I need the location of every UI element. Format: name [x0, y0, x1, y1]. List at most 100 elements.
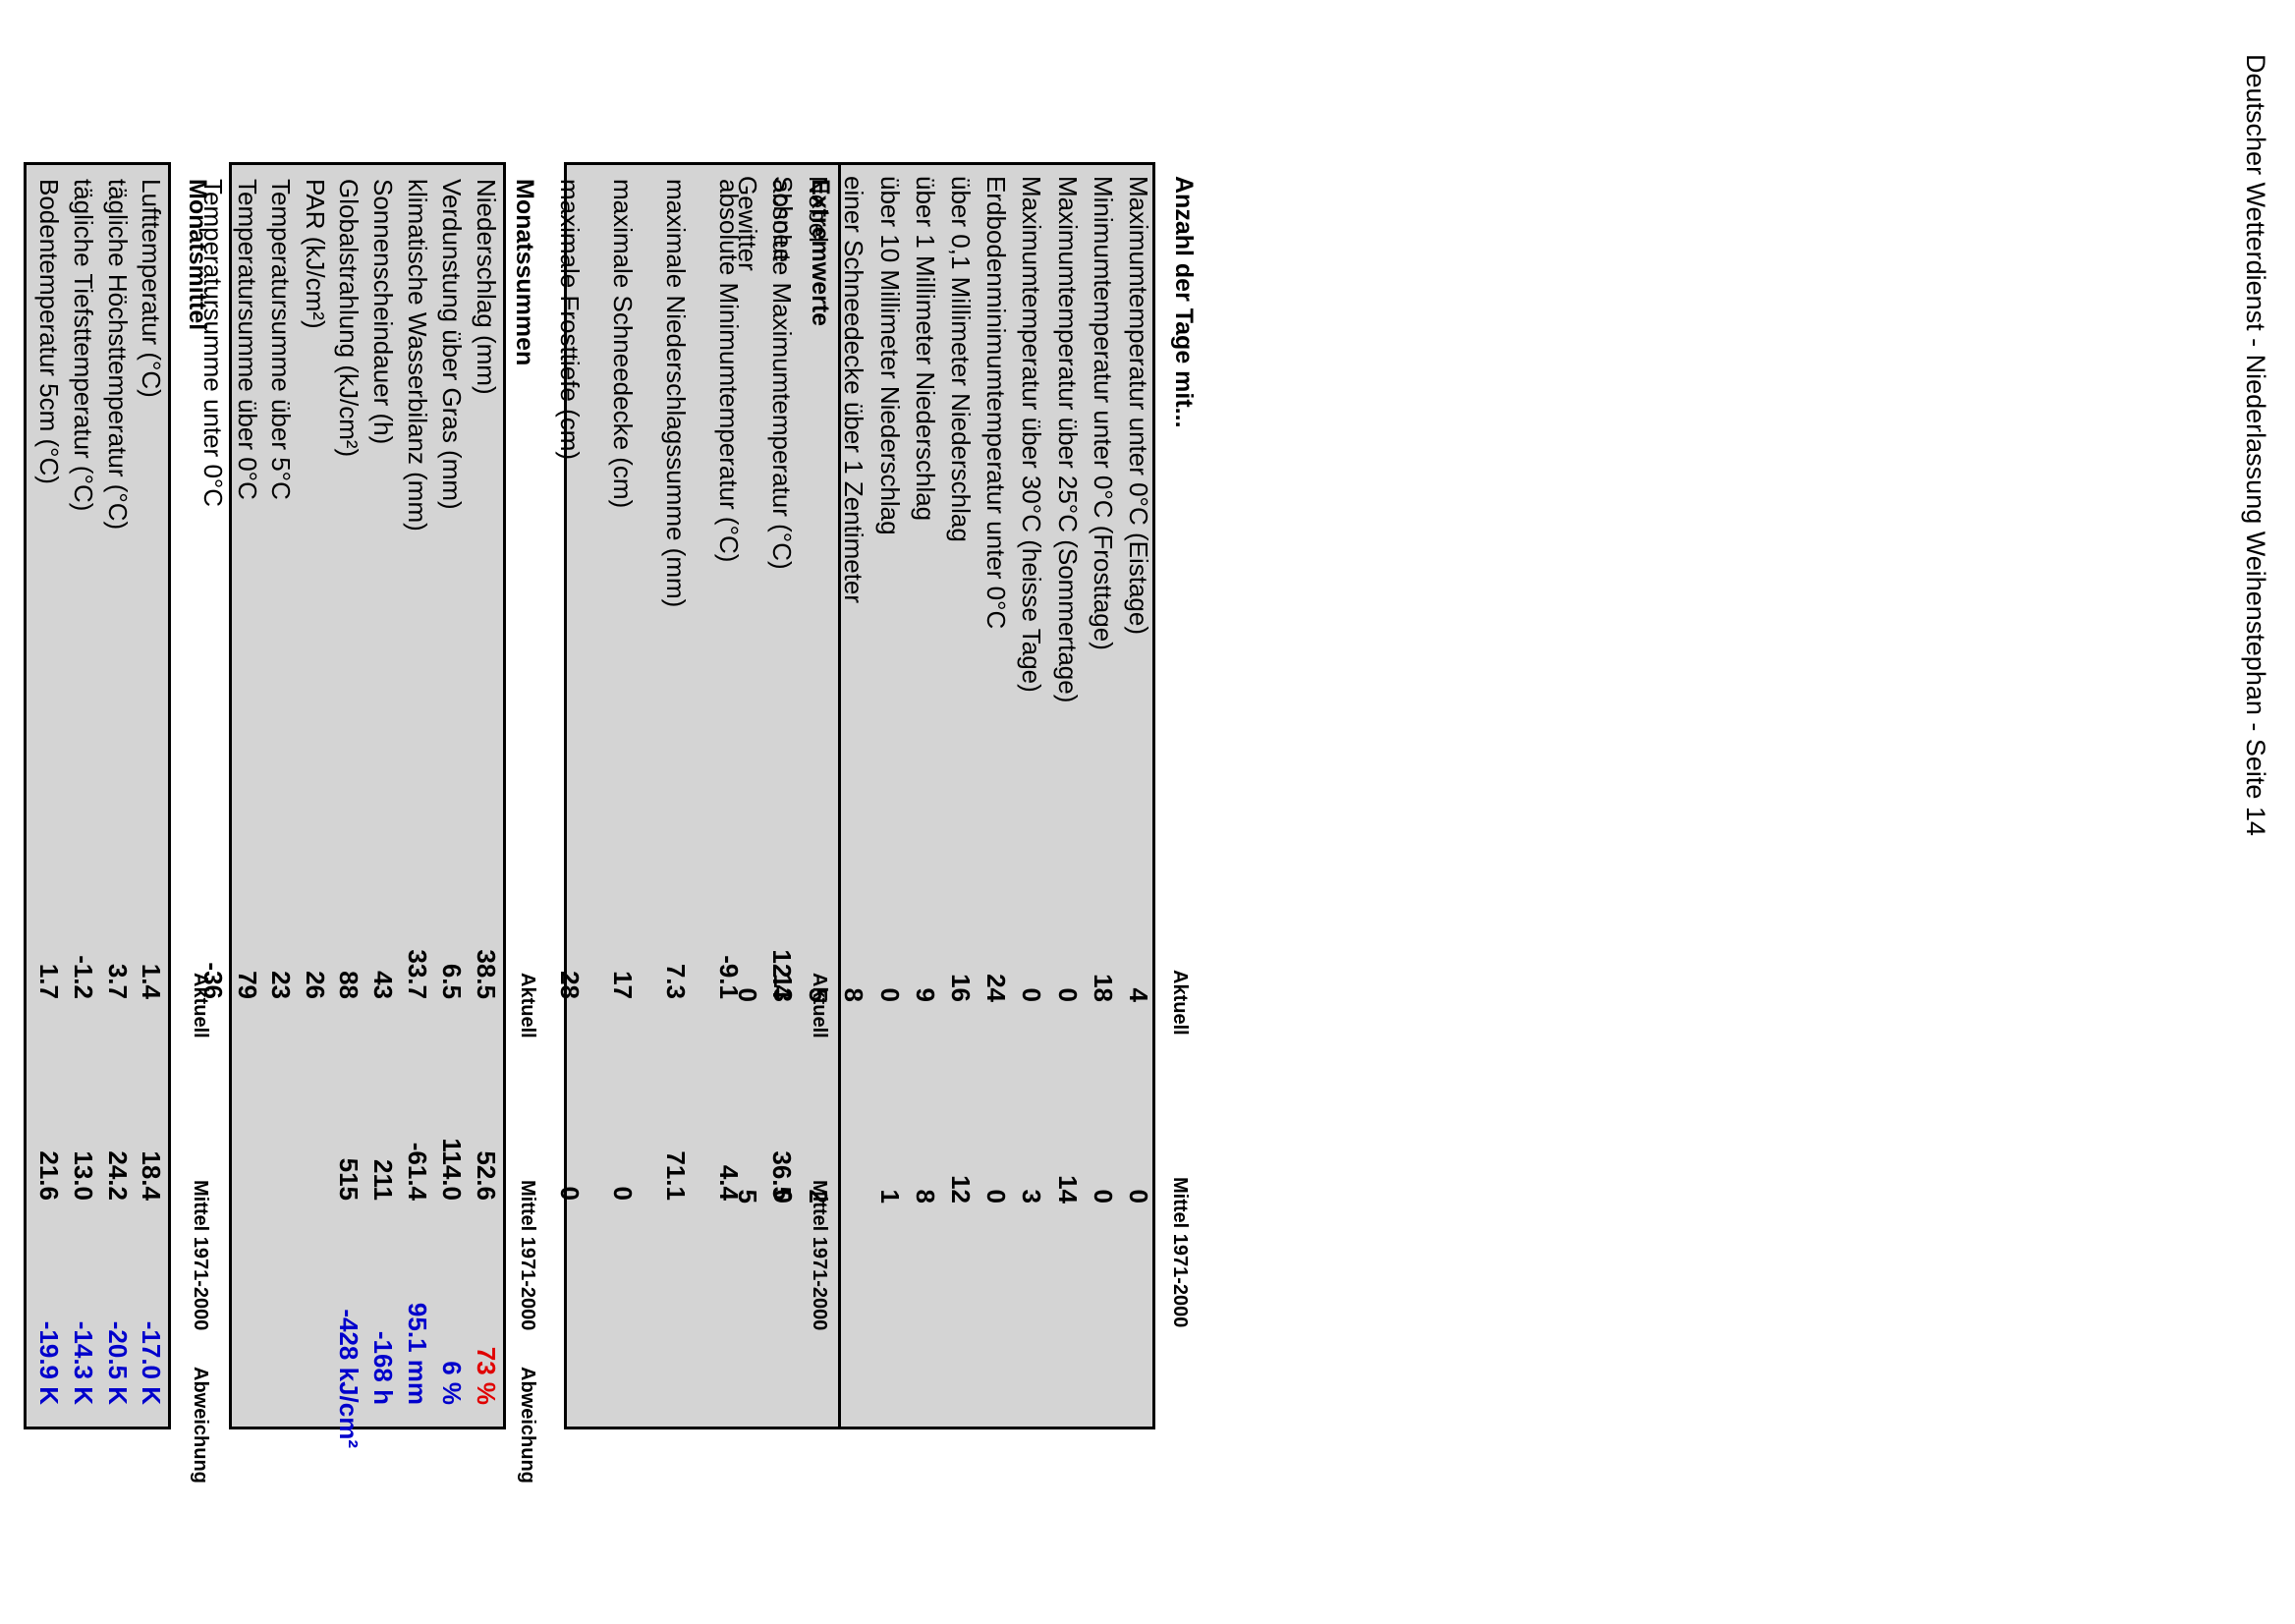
- value-aktuell: 0: [1017, 987, 1047, 1002]
- value-mittel: 0: [768, 1189, 798, 1204]
- value-mittel: 1: [874, 1189, 905, 1204]
- value-mittel: 18.4: [137, 1150, 166, 1201]
- row-label: Maximumtemperatur unter 0°C (Eistage): [1124, 176, 1153, 635]
- row-label: über 0,1 Millimeter Niederschlag: [946, 176, 976, 542]
- row-label: maximale Schneedecke (cm): [608, 179, 638, 509]
- row-label: tägliche Höchsttemperatur (°C): [103, 179, 133, 531]
- value-abweichung: -14.3 K: [69, 1320, 98, 1405]
- tage-col-aktuell: Aktuell: [1169, 970, 1191, 1036]
- value-abweichung: 95.1 mm: [403, 1302, 432, 1405]
- monatssummen-title: Monatssummen: [511, 179, 538, 366]
- value-mittel: -61.4: [403, 1142, 432, 1201]
- value-aktuell: 33.7: [403, 949, 432, 999]
- row-label: klimatische Wasserbilanz (mm): [403, 179, 432, 532]
- row-label: Minimumtemperatur unter 0°C (Frosttage): [1088, 176, 1118, 650]
- row-label: maximale Niederschlagssumme (mm): [661, 179, 691, 608]
- value-mittel: 8: [910, 1189, 940, 1204]
- value-abweichung: 73 %: [472, 1346, 501, 1405]
- row-label: Temperatursumme über 0°C: [233, 179, 262, 500]
- value-aktuell: 26: [301, 971, 330, 999]
- value-aktuell: 0: [1052, 987, 1083, 1002]
- value-aktuell: 18: [1088, 974, 1118, 1002]
- value-aktuell: 13: [768, 974, 798, 1002]
- value-aktuell: 43: [368, 971, 398, 999]
- row-label: Niederschlag (mm): [472, 179, 501, 395]
- row-label: Verdunstung über Gras (mm): [437, 179, 467, 510]
- value-abweichung: -20.5 K: [103, 1320, 133, 1405]
- value-abweichung: -17.0 K: [137, 1320, 166, 1405]
- value-aktuell: 6.5: [437, 963, 467, 999]
- table-row: maximale Frosttiefe (cm) 28 0: [535, 165, 585, 1427]
- row-label: Gewitter: [732, 176, 762, 271]
- table-row: Gewitter 0 5: [713, 162, 762, 1429]
- value-mittel: 14: [1052, 1175, 1083, 1204]
- value-abweichung: 6 %: [437, 1361, 467, 1405]
- row-label: Lufttemperatur (°C): [137, 179, 166, 398]
- row-label: maximale Frosttiefe (cm): [555, 179, 585, 461]
- row-label: Erdbodenminimumtemperatur unter 0°C: [981, 176, 1012, 630]
- value-aktuell: 79: [233, 971, 262, 999]
- value-aktuell: 9: [910, 987, 940, 1002]
- value-mittel: 114.0: [437, 1138, 467, 1201]
- value-aktuell: 1.4: [137, 963, 166, 999]
- value-abweichung: -428 kJ/cm²: [334, 1309, 364, 1448]
- value-mittel: 211: [368, 1159, 398, 1201]
- row-label: über 10 Millimeter Niederschlag: [874, 176, 905, 535]
- value-aktuell: 24: [981, 974, 1012, 1002]
- row-label: über 1 Millimeter Niederschlag: [910, 176, 940, 522]
- value-aktuell: 4: [1124, 987, 1153, 1002]
- page-footer: Deutscher Wetterdienst - Niederlassung W…: [2241, 54, 2270, 836]
- row-label: Schnee: [768, 176, 798, 263]
- value-aktuell: 0: [732, 987, 762, 1002]
- value-abweichung: -19.9 K: [34, 1320, 64, 1405]
- row-label: Bodentemperatur 5cm (°C): [34, 179, 64, 484]
- monatsmittel-table: Monatsmittel Aktuell Mittel 1971-2000 Ab…: [24, 162, 211, 1484]
- row-label: Temperatursumme unter 0°C: [198, 179, 228, 508]
- row-label: tägliche Tiefsttemperatur (°C): [69, 179, 98, 512]
- value-aktuell: 28: [555, 971, 585, 999]
- table-row: Temperatursumme unter 0°C -36: [179, 165, 228, 1427]
- monatssummen-table: Monatssummen Aktuell Mittel 1971-2000 Ab…: [198, 162, 538, 1484]
- tage-col-mittel: Mittel 1971-2000: [1169, 1177, 1191, 1328]
- row-label: einer Schneedecke über 1 Zentimeter: [839, 176, 869, 604]
- value-mittel: 13.0: [69, 1150, 98, 1201]
- value-aktuell: 3.7: [103, 963, 133, 999]
- value-aktuell: 7.3: [661, 963, 691, 999]
- row-label: Maximumtemperatur über 25°C (Sommertage): [1052, 176, 1083, 703]
- value-aktuell: 5: [804, 987, 834, 1002]
- row-label: Maximumtemperatur über 30°C (heisse Tage…: [1017, 176, 1047, 693]
- value-mittel: 0: [1124, 1189, 1153, 1204]
- value-abweichung: -168 h: [368, 1330, 398, 1405]
- value-mittel: 0: [981, 1189, 1012, 1204]
- table-row: Bodentemperatur 5cm (°C) 1.7 21.6 -19.9 …: [15, 165, 64, 1427]
- row-label: Nebel: [804, 176, 834, 243]
- value-mittel: 5: [732, 1189, 762, 1204]
- row-label: Sonnenscheindauer (h): [368, 179, 398, 445]
- value-aktuell: 38.5: [472, 949, 501, 999]
- value-mittel: 0: [608, 1186, 638, 1201]
- value-aktuell: 88: [334, 971, 364, 999]
- value-mittel: 2: [804, 1189, 834, 1204]
- table-row: maximale Schneedecke (cm) 17 0: [588, 165, 638, 1427]
- value-mittel: 24.2: [103, 1150, 133, 1201]
- value-aktuell: 17: [608, 971, 638, 999]
- row-label: Temperatursumme über 5°C: [266, 179, 296, 500]
- value-aktuell: 1.7: [34, 963, 64, 999]
- row-label: PAR (kJ/cm²): [301, 179, 330, 329]
- value-mittel: 12: [946, 1175, 976, 1204]
- value-aktuell: 23: [266, 971, 296, 999]
- value-mittel: 3: [1017, 1189, 1047, 1204]
- value-aktuell: 0: [874, 987, 905, 1002]
- value-aktuell: 8: [839, 987, 869, 1002]
- value-mittel: 0: [555, 1186, 585, 1201]
- value-aktuell: -1.2: [69, 955, 98, 999]
- value-mittel: 52.6: [472, 1150, 501, 1201]
- value-aktuell: 16: [946, 974, 976, 1002]
- tage-title: Anzahl der Tage mit...: [1170, 176, 1198, 428]
- value-aktuell: -36: [198, 962, 228, 999]
- row-label: Globalstrahlung (kJ/cm²): [334, 179, 364, 458]
- table-row: maximale Niederschlagssumme (mm) 7.3 71.…: [642, 165, 691, 1427]
- value-mittel: 515: [334, 1157, 364, 1201]
- value-mittel: 71.1: [661, 1150, 691, 1201]
